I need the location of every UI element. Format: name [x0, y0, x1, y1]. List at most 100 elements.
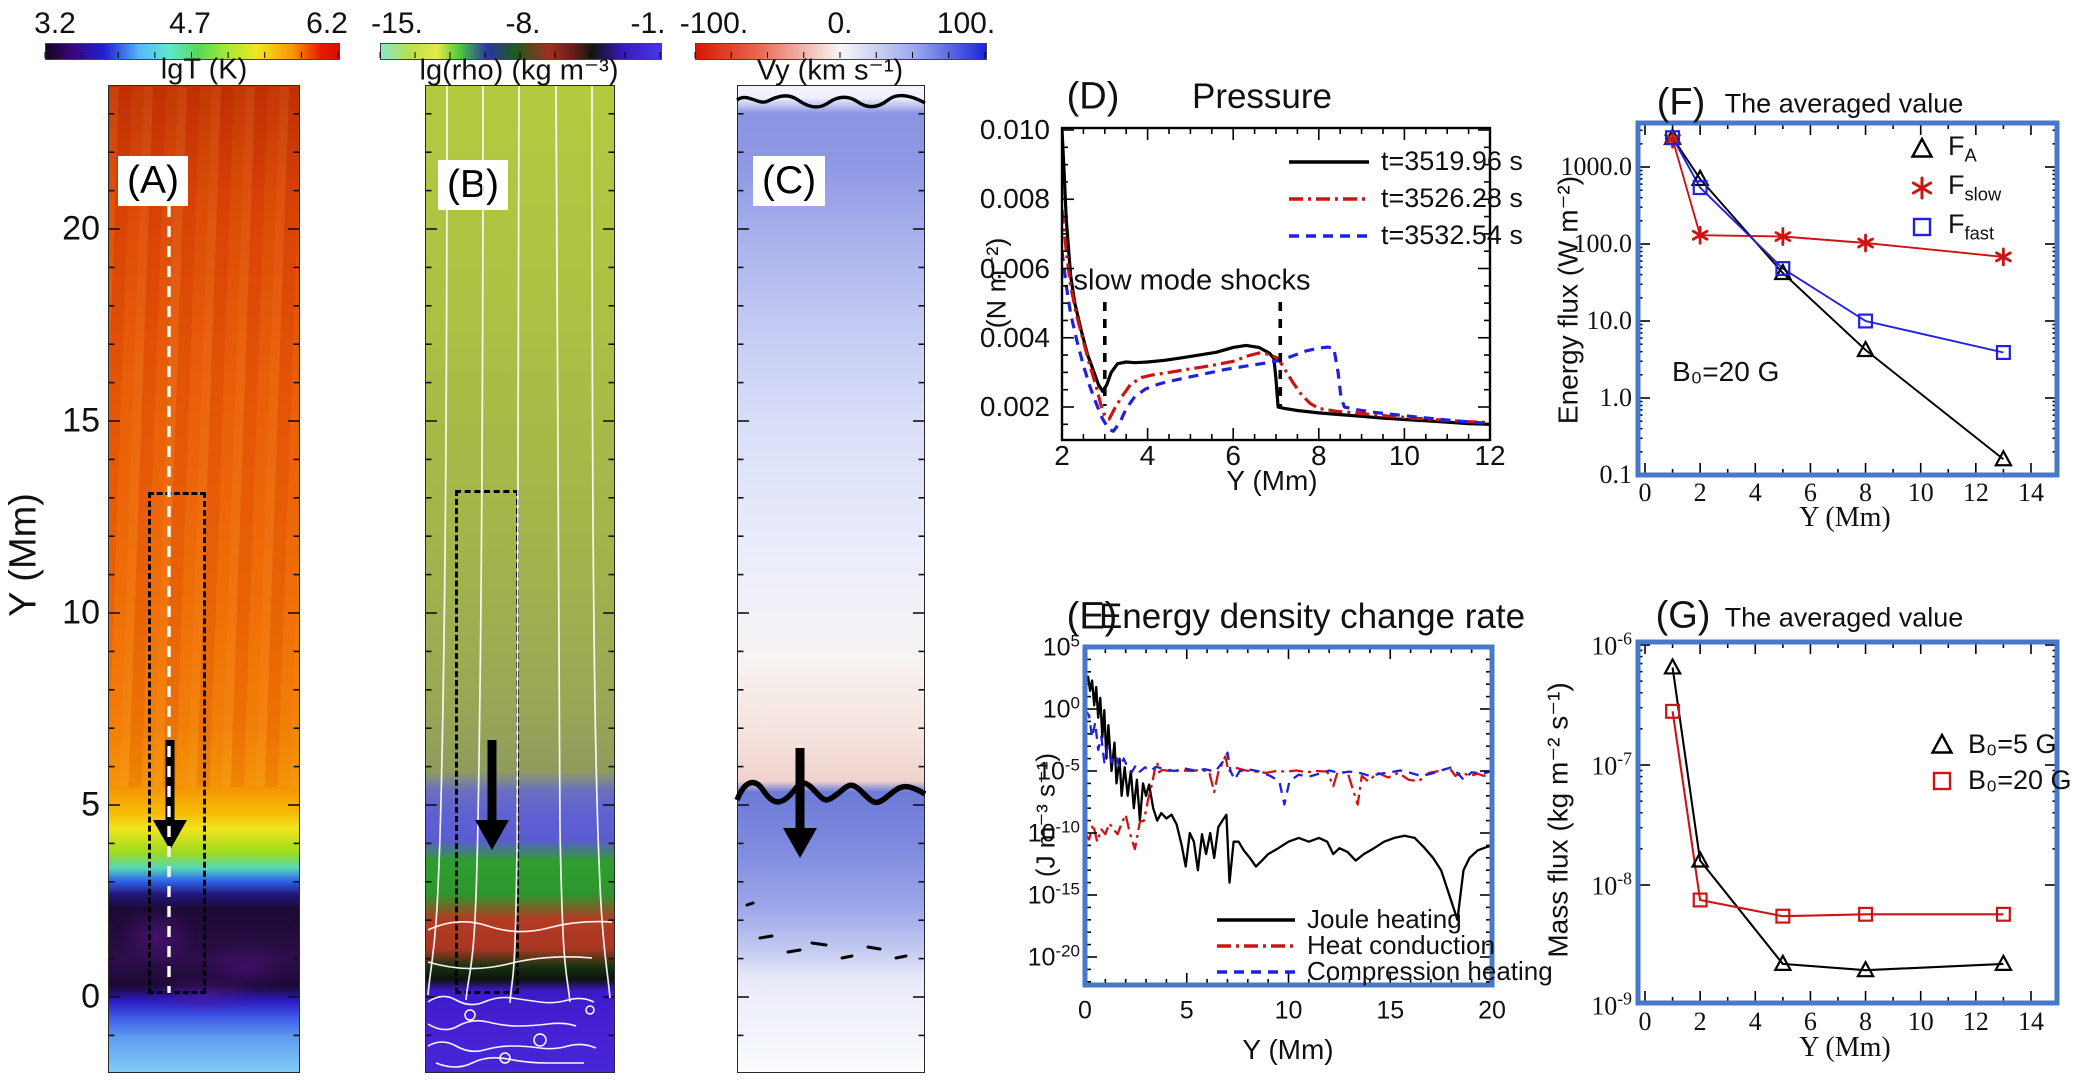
tick-label: 10-7: [1591, 748, 1632, 781]
panel-g-letter: (G): [1655, 594, 1711, 637]
tick-label: 10: [1388, 440, 1420, 471]
tick-label: 105: [1042, 631, 1080, 662]
panel-f-xlabel: Y (Mm): [1799, 502, 1891, 533]
tick-label: 6: [1225, 440, 1241, 471]
triangle-marker: [1930, 731, 1954, 754]
legend-label: B₀=20 G: [1968, 765, 2072, 795]
tick-label: 10-10: [1027, 817, 1080, 848]
tick-label: 12: [1962, 478, 1989, 507]
tick-label: 12: [1474, 440, 1506, 471]
panel-e-title: Energy density change rate: [1098, 597, 1526, 636]
tick-label: 2: [1693, 478, 1707, 507]
colorbar-tick: 3.2: [34, 7, 76, 40]
tick-label: 4: [1139, 440, 1156, 471]
panel-c-title: Vy (km s⁻¹): [756, 54, 904, 87]
tick-label: 10-9: [1591, 988, 1632, 1021]
tick-label: 10: [1907, 1007, 1934, 1036]
tick-label: 10: [1907, 478, 1934, 507]
legend-label: Compression heating: [1307, 956, 1553, 986]
tick-label: 10-8: [1591, 868, 1632, 901]
panel-g-ylabel: Mass flux (kg m⁻² s⁻¹): [1542, 682, 1574, 958]
colorbar-tick: -1.: [630, 7, 666, 40]
tick-label: 6: [1803, 478, 1817, 507]
tick-label: 10-20: [1027, 941, 1080, 972]
tick-label: 1.0: [1599, 383, 1633, 412]
tick-label: 14: [2017, 1007, 2044, 1036]
tick-label: 100.0: [1573, 229, 1633, 258]
line-swatch: [1217, 917, 1295, 922]
panel-d-xlabel: Y (Mm): [1226, 465, 1318, 496]
tick-label: 14: [2017, 478, 2044, 507]
tick-label: 20: [1478, 996, 1506, 1025]
tick-label: 10-5: [1037, 755, 1080, 786]
colorbar-tick: -8.: [505, 7, 541, 40]
legend-row: t=3532.54 s: [1287, 220, 1523, 251]
tick-label: 0.002: [979, 391, 1050, 422]
tick-label: 0: [1078, 996, 1092, 1025]
legend-label: B₀=5 G: [1968, 729, 2057, 759]
tick-label: 6: [1803, 1007, 1817, 1036]
tick-label: 0: [1638, 478, 1652, 507]
legend-label: Heat conduction: [1307, 930, 1495, 960]
tick-label: 8: [1311, 440, 1327, 471]
tick-label: 100: [1042, 693, 1080, 724]
panel-b-title: lg(rho) (kg m⁻³): [419, 54, 619, 87]
tick-label: 10: [62, 593, 100, 632]
tick-label: 20: [62, 209, 100, 248]
line-swatch: [1289, 196, 1369, 201]
tick-label: 2: [1054, 440, 1070, 471]
legend-label: t=3526.28 s: [1381, 183, 1523, 213]
legend-label: t=3519.96 s: [1381, 146, 1523, 176]
tick-label: 8: [1859, 478, 1873, 507]
tick-label: 5: [81, 785, 100, 824]
line-swatch: [1217, 943, 1295, 948]
y-axis-label: Y (Mm): [2, 493, 45, 617]
tick-label: 0: [1638, 1007, 1652, 1036]
panel-a-label: (A): [118, 156, 188, 206]
shock-annotation: slow mode shocks: [1073, 264, 1311, 297]
legend-row: t=3519.96 s: [1287, 146, 1523, 177]
chromosphere-blob: [200, 940, 290, 995]
tick-label: 4: [1748, 1007, 1762, 1036]
legend-row: Joule heating: [1215, 904, 1462, 935]
field-annotation: B₀=20 G: [1672, 356, 1780, 387]
panel-g-title: The averaged value: [1724, 602, 1964, 633]
tick-label: 0.006: [979, 252, 1050, 284]
colorbar-tick: 0.: [827, 7, 853, 40]
legend-row: Fslow: [1908, 170, 2001, 205]
legend-label: Ffast: [1948, 209, 1995, 244]
tick-label: 0: [81, 977, 100, 1016]
panel-d-letter: (D): [1066, 75, 1120, 118]
tick-label: 10: [1274, 996, 1303, 1025]
velocity-map: [737, 85, 925, 1073]
colorbar-tick: -100.: [679, 7, 749, 40]
legend-row: Heat conduction: [1215, 930, 1495, 961]
panel-e-letter: (E): [1066, 595, 1118, 638]
legend-label: t=3532.54 s: [1381, 220, 1523, 250]
tick-label: 10-6: [1591, 628, 1632, 661]
panel-c-label: (C): [753, 156, 826, 206]
tick-label: 4: [1748, 478, 1762, 507]
colorbar-tick: 4.7: [169, 7, 211, 40]
tick-label: 12: [1962, 1007, 1989, 1036]
chromosphere-blob: [118, 905, 196, 967]
legend-label: Joule heating: [1307, 904, 1462, 934]
line-swatch: [1289, 233, 1369, 238]
colorbar-tick: -15.: [371, 7, 423, 40]
panel-a-title: lgT (K): [160, 53, 248, 86]
tick-label: 8: [1859, 1007, 1873, 1036]
panel-f-title: The averaged value: [1724, 88, 1964, 119]
legend-row: t=3526.28 s: [1287, 183, 1523, 214]
asterisk-marker: [1911, 176, 1933, 200]
legend-row: B₀=20 G: [1928, 765, 2072, 796]
panel-f-ylabel: Energy flux (W m⁻²): [1552, 175, 1584, 425]
roi-rect-a: [148, 492, 206, 994]
tick-label: 2: [1693, 1007, 1707, 1036]
colorbar-tick: 100.: [936, 7, 996, 40]
panel-e-xlabel: Y (Mm): [1242, 1034, 1334, 1065]
panel-g-xlabel: Y (Mm): [1799, 1032, 1891, 1063]
tick-label: 15: [62, 401, 100, 440]
legend-label: Fslow: [1948, 170, 2002, 205]
tick-label: 10-15: [1027, 879, 1080, 910]
